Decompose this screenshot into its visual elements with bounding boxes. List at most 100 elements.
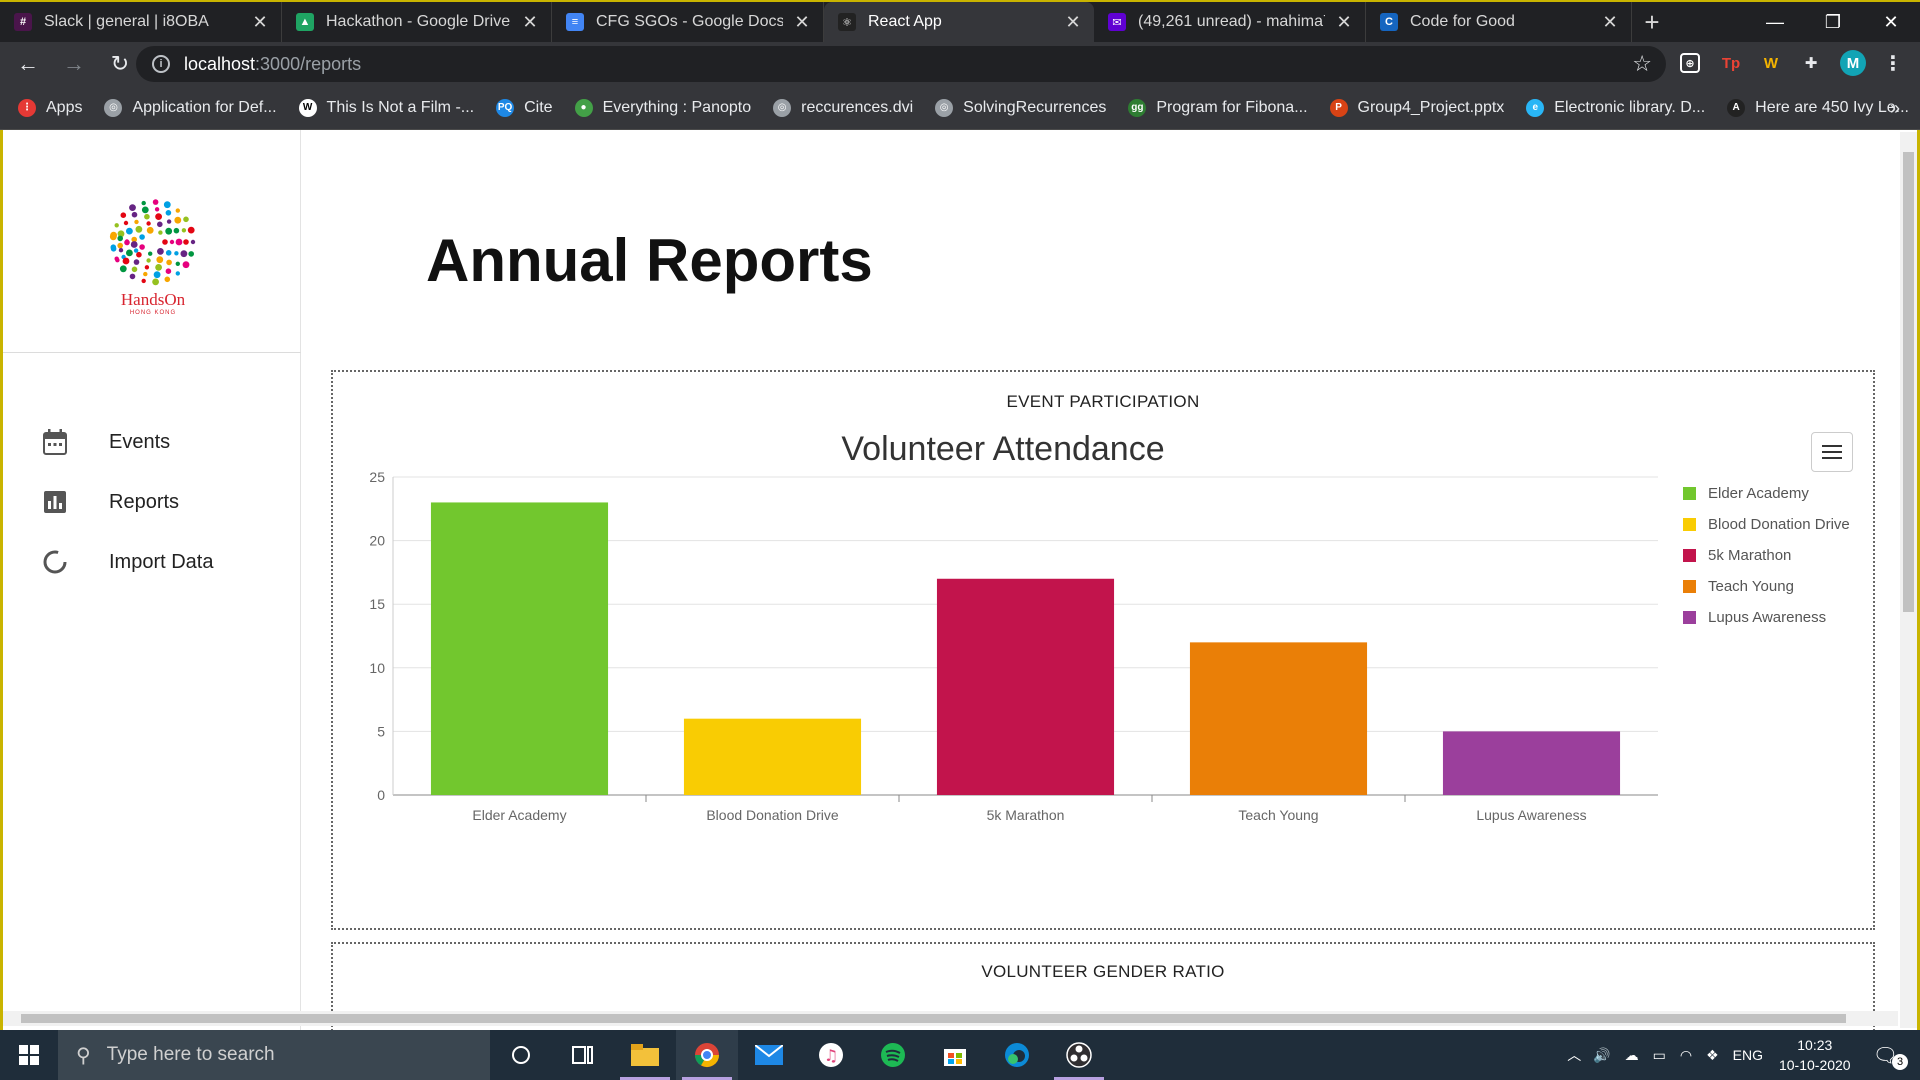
- scroll-thumb[interactable]: [1903, 152, 1914, 612]
- browser-tab[interactable]: ⚛ React App ✕: [824, 2, 1094, 42]
- extension-grid-icon[interactable]: ⊕: [1680, 53, 1700, 73]
- tab-close-icon[interactable]: ✕: [522, 11, 538, 32]
- x-tick-label: Teach Young: [1238, 807, 1318, 823]
- browser-toolbar: ← → ↻ i localhost:3000/reports ☆ ⊕ Tp W …: [0, 42, 1920, 86]
- wifi-icon[interactable]: ◠: [1679, 1046, 1693, 1063]
- y-tick-label: 25: [369, 469, 385, 485]
- y-tick-label: 10: [369, 660, 385, 676]
- bookmark-item[interactable]: PQ Cite: [496, 98, 553, 117]
- bookmark-label: Here are 450 Ivy Le...: [1755, 98, 1909, 116]
- bookmark-item[interactable]: e Electronic library. D...: [1526, 98, 1705, 117]
- bookmarks-overflow-icon[interactable]: »: [1889, 98, 1900, 118]
- tab-close-icon[interactable]: ✕: [794, 11, 810, 32]
- edge-icon[interactable]: [986, 1030, 1048, 1080]
- bar[interactable]: [430, 502, 609, 795]
- extensions-puzzle-icon[interactable]: ✚: [1804, 55, 1818, 72]
- browser-tab[interactable]: # Slack | general | i8OBA ✕: [0, 2, 282, 42]
- show-hidden-icons-icon[interactable]: ︿: [1567, 1047, 1582, 1063]
- browser-tab[interactable]: ▲ Hackathon - Google Drive ✕: [282, 2, 552, 42]
- obs-icon[interactable]: [1048, 1030, 1110, 1080]
- scroll-thumb[interactable]: [21, 1014, 1846, 1023]
- extension-tp-icon[interactable]: Tp: [1721, 54, 1741, 72]
- browser-tab[interactable]: C Code for Good ✕: [1366, 2, 1632, 42]
- tab-title: Slack | general | i8OBA: [44, 13, 209, 30]
- bookmark-item[interactable]: W This Is Not a Film -...: [298, 98, 474, 117]
- browser-menu-icon[interactable]: ⋮: [1883, 52, 1903, 75]
- bookmark-label: Cite: [524, 98, 553, 116]
- battery-icon[interactable]: ▭: [1652, 1046, 1666, 1063]
- minimize-icon[interactable]: —: [1766, 11, 1784, 32]
- logo-subtext: HONG KONG: [129, 310, 177, 316]
- bar[interactable]: [683, 718, 862, 795]
- action-center-icon[interactable]: 🗨: [1872, 1044, 1898, 1067]
- sidebar-item-reports[interactable]: Reports: [41, 482, 179, 522]
- browser-tab[interactable]: ✉ (49,261 unread) - mahima76 ✕: [1094, 2, 1366, 42]
- sidebar-item-import-data[interactable]: Import Data: [41, 542, 213, 582]
- windows-taskbar: ⚲ Type here to search ♫ ︿ 🔊 ☁ ▭ ◠ ❖ ENG …: [0, 1030, 1920, 1080]
- bookmark-item[interactable]: gg Program for Fibona...: [1128, 98, 1308, 117]
- legend-item[interactable]: Blood Donation Drive: [1683, 509, 1850, 540]
- legend-item[interactable]: Teach Young: [1683, 571, 1850, 602]
- site-info-icon[interactable]: i: [152, 55, 170, 73]
- onedrive-icon[interactable]: ☁: [1624, 1046, 1639, 1063]
- bookmark-star-icon[interactable]: ☆: [1632, 51, 1652, 76]
- legend-item[interactable]: 5k Marathon: [1683, 540, 1850, 571]
- reload-icon[interactable]: ↻: [110, 51, 130, 76]
- bookmark-label: Group4_Project.pptx: [1357, 98, 1505, 116]
- sidebar-item-events[interactable]: Events: [41, 422, 170, 462]
- itunes-icon[interactable]: ♫: [800, 1030, 862, 1080]
- language-indicator[interactable]: ENG: [1732, 1047, 1763, 1063]
- vertical-scrollbar[interactable]: [1900, 132, 1917, 1028]
- windows-start-icon[interactable]: [0, 1030, 58, 1080]
- profile-avatar[interactable]: M: [1840, 50, 1866, 76]
- legend-item[interactable]: Elder Academy: [1683, 478, 1850, 509]
- dropbox-icon[interactable]: ❖: [1706, 1046, 1719, 1063]
- bookmarks-bar: ⋮ Apps ◎ Application for Def... W This Is Not…: [0, 86, 1920, 130]
- back-arrow-icon[interactable]: ←: [17, 51, 39, 76]
- chrome-icon[interactable]: [676, 1030, 738, 1080]
- browser-tab[interactable]: ≡ CFG SGOs - Google Docs ✕: [552, 2, 824, 42]
- bookmark-favicon-icon: ⋮: [18, 98, 36, 117]
- legend-item[interactable]: Lupus Awareness: [1683, 602, 1850, 633]
- mail-icon[interactable]: [738, 1030, 800, 1080]
- tab-close-icon[interactable]: ✕: [1065, 11, 1081, 32]
- bookmark-item[interactable]: ◎ Application for Def...: [104, 98, 277, 117]
- bar[interactable]: [936, 578, 1115, 795]
- store-icon[interactable]: [924, 1030, 986, 1080]
- clock[interactable]: 10:23 10-10-2020: [1779, 1035, 1851, 1075]
- chart-title: Volunteer Attendance: [841, 430, 1165, 468]
- cortana-icon[interactable]: [490, 1030, 552, 1080]
- bookmark-item[interactable]: ◎ reccurences.dvi: [773, 98, 914, 117]
- browser-tab-bar: # Slack | general | i8OBA ✕ ▲ Hackathon - Go…: [0, 0, 1920, 42]
- bookmark-item[interactable]: ◎ SolvingRecurrences: [935, 98, 1106, 117]
- tab-favicon-icon: #: [14, 13, 32, 31]
- bookmark-item[interactable]: ⋮ Apps: [18, 98, 82, 117]
- address-bar[interactable]: i localhost:3000/reports ☆: [136, 46, 1666, 82]
- bar[interactable]: [1189, 642, 1368, 795]
- file-explorer-icon[interactable]: [614, 1030, 676, 1080]
- forward-arrow-icon[interactable]: →: [63, 51, 85, 76]
- tab-close-icon[interactable]: ✕: [1602, 11, 1618, 32]
- volume-icon[interactable]: 🔊: [1593, 1046, 1611, 1063]
- tab-title: Hackathon - Google Drive: [326, 13, 511, 30]
- x-tick-label: 5k Marathon: [987, 807, 1065, 823]
- new-tab-button[interactable]: +: [1644, 6, 1660, 37]
- restore-icon[interactable]: ❐: [1824, 11, 1842, 32]
- sidebar: HandsOn HONG KONG Events Reports Import …: [3, 130, 301, 1030]
- close-window-icon[interactable]: ✕: [1883, 11, 1899, 32]
- bookmark-item[interactable]: A Here are 450 Ivy Le...: [1727, 98, 1909, 117]
- horizontal-scrollbar[interactable]: [3, 1011, 1898, 1026]
- bar[interactable]: [1442, 731, 1621, 795]
- bookmark-favicon-icon: ●: [574, 98, 593, 117]
- task-view-icon[interactable]: [552, 1030, 614, 1080]
- tab-close-icon[interactable]: ✕: [252, 11, 268, 32]
- search-placeholder: Type here to search: [106, 1044, 275, 1065]
- bookmark-item[interactable]: P Group4_Project.pptx: [1329, 98, 1505, 117]
- taskbar-search-input[interactable]: ⚲ Type here to search: [58, 1030, 490, 1080]
- tab-close-icon[interactable]: ✕: [1336, 11, 1352, 32]
- bookmark-label: reccurences.dvi: [801, 98, 914, 116]
- spotify-icon[interactable]: [862, 1030, 924, 1080]
- chart-menu-button[interactable]: [1811, 432, 1853, 472]
- extension-w-icon[interactable]: W: [1763, 54, 1779, 72]
- bookmark-item[interactable]: ● Everything : Panopto: [574, 98, 751, 117]
